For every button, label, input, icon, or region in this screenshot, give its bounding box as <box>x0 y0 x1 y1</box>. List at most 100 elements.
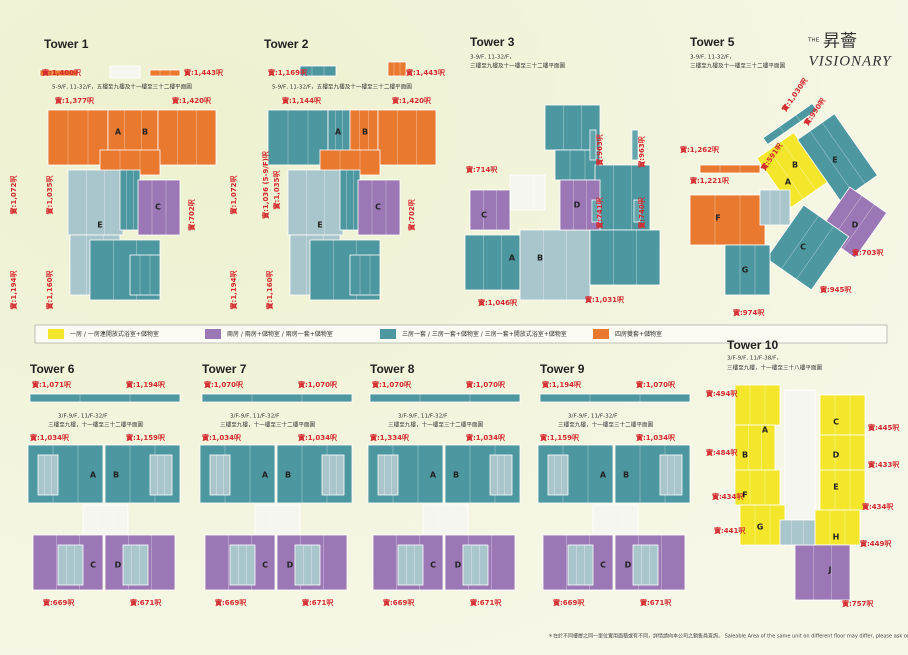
saleable-area: 實:974呎 <box>733 308 765 317</box>
floor-plan-block <box>699 164 761 174</box>
floor-plan-block <box>539 393 691 403</box>
floor-plan-block <box>632 544 659 586</box>
saleable-area: 實:714呎 <box>466 165 498 174</box>
floor-plan-block <box>567 544 594 586</box>
room-wall <box>842 204 875 250</box>
room-wall <box>779 126 785 134</box>
logo-name: VISIONARY <box>809 53 893 69</box>
floor-plan-block <box>724 244 771 296</box>
floor-plan-block <box>57 544 84 586</box>
floor-plan-block <box>759 189 791 226</box>
floor-range: 5-9/F, 11-32/F，五樓至九樓及十一樓至三十二樓平面圖 <box>52 83 192 91</box>
saleable-area: 實:1,034呎 <box>30 433 70 442</box>
saleable-area: 實:702呎 <box>407 198 416 230</box>
saleable-area: 實:1,046呎 <box>478 298 518 307</box>
legend-swatch <box>380 329 396 339</box>
floor-plan-block <box>519 229 591 301</box>
floor-plan-block <box>287 169 344 236</box>
saleable-area: 實:1,072呎 <box>229 175 238 215</box>
saleable-area: 實:1,221呎 <box>690 176 730 185</box>
saleable-area: 實:1,443呎 <box>184 68 224 77</box>
tower-title: Tower 6 <box>30 362 75 376</box>
saleable-area: 實:1,160呎 <box>45 270 54 310</box>
floor-plan-block <box>201 393 353 403</box>
floor-range: 3-9/F, 11-32/F， <box>690 55 735 61</box>
unit-letter: D <box>287 561 294 570</box>
saleable-area: 實:1,070呎 <box>372 380 412 389</box>
unit-letter: D <box>115 561 122 570</box>
saleable-area: 實:1,262呎 <box>680 145 720 154</box>
unit-letter: A <box>90 471 97 480</box>
floor-plan-block <box>819 394 866 436</box>
unit-letter: A <box>762 426 769 435</box>
logo-chinese: 昇薈 <box>823 32 857 52</box>
unit-letter: C <box>90 561 96 570</box>
floor-plan-block <box>591 199 599 223</box>
floor-range: 5-9/F, 11-32/F，五樓至九樓及十一樓至三十二樓平面圖 <box>272 83 412 91</box>
floor-plan-block <box>294 544 321 586</box>
floor-plan-block <box>819 434 866 471</box>
legend-swatch <box>48 329 64 339</box>
floor-plan-block <box>464 234 521 291</box>
floor-range: 3/F-9/F, 11/F-38/F， <box>727 356 782 362</box>
floor-plan-block <box>122 544 149 586</box>
floor-plan-block <box>489 454 513 496</box>
floor-plan-block <box>267 109 329 166</box>
unit-letter: A <box>785 178 792 187</box>
saleable-area: 實:434呎 <box>862 502 894 511</box>
saleable-area: 實:703呎 <box>852 248 884 257</box>
floor-plan-block <box>357 179 401 236</box>
floor-plan-block <box>765 204 850 291</box>
floor-plan-block <box>633 199 641 223</box>
saleable-area: 實:1,072呎 <box>9 175 18 215</box>
unit-letter: E <box>97 221 102 230</box>
saleable-area: 實:1,159呎 <box>126 433 166 442</box>
floor-plan-block <box>631 129 639 161</box>
room-wall <box>821 122 866 185</box>
saleable-area: 實:963呎 <box>595 133 604 165</box>
floor-plan-block <box>739 504 786 546</box>
floor-range: 3-9/F, 11-32/F， <box>470 55 515 61</box>
unit-letter: C <box>430 561 436 570</box>
unit-letter: A <box>115 128 122 137</box>
unit-letter: F <box>715 214 720 223</box>
unit-letter: C <box>481 211 487 220</box>
floor-plan-block <box>67 169 124 236</box>
saleable-area: 實:669呎 <box>383 598 415 607</box>
tower-title: Tower 9 <box>540 362 585 376</box>
saleable-area: 實:671呎 <box>302 598 334 607</box>
unit-letter: C <box>800 243 806 252</box>
floor-range: 三樓至九樓，十一樓至三十二樓平面圖 <box>388 421 484 429</box>
saleable-area: 實:1,400呎 <box>42 68 82 77</box>
floor-plan-block <box>659 454 683 496</box>
floor-plan-block <box>157 109 217 166</box>
legend-swatch <box>205 329 221 339</box>
floor-range: 三樓至九樓及十一樓至三十二樓平面圖 <box>690 62 786 70</box>
logo-prefix: THE <box>807 38 820 44</box>
saleable-area: 實:1,144呎 <box>282 96 322 105</box>
legend-label: 兩房 / 兩房+儲物室 / 兩房一套+儲物室 <box>227 330 333 338</box>
saleable-area: 實:1,031呎 <box>585 295 625 304</box>
floor-plan-block <box>339 169 361 231</box>
tower-title: Tower 10 <box>727 338 778 352</box>
floor-plan-block <box>137 179 181 236</box>
saleable-area: 實:1,194呎 <box>126 380 166 389</box>
floor-plan-block <box>229 544 256 586</box>
floor-plan-block <box>119 169 141 231</box>
unit-letter: F <box>742 491 747 500</box>
unit-letter: D <box>574 201 581 210</box>
floor-range: 3/F-9/F, 11/F-32/F <box>230 414 279 420</box>
floor-plan-block <box>462 544 489 586</box>
unit-letter: B <box>113 471 119 480</box>
tower-title: Tower 5 <box>690 35 735 49</box>
saleable-area: 實:757呎 <box>842 599 874 608</box>
saleable-area: 實:1,159呎 <box>540 433 580 442</box>
saleable-area: 實:1,070呎 <box>298 380 338 389</box>
unit-letter: E <box>833 483 838 492</box>
saleable-area: 實:671呎 <box>640 598 672 607</box>
floor-plan-block <box>469 189 511 231</box>
saleable-area: 實:1,036 (5-9/F)呎 <box>261 150 270 219</box>
unit-letter: E <box>317 221 322 230</box>
saleable-area: 實:1,420呎 <box>172 96 212 105</box>
saleable-area: 實:1,035呎 <box>45 175 54 215</box>
